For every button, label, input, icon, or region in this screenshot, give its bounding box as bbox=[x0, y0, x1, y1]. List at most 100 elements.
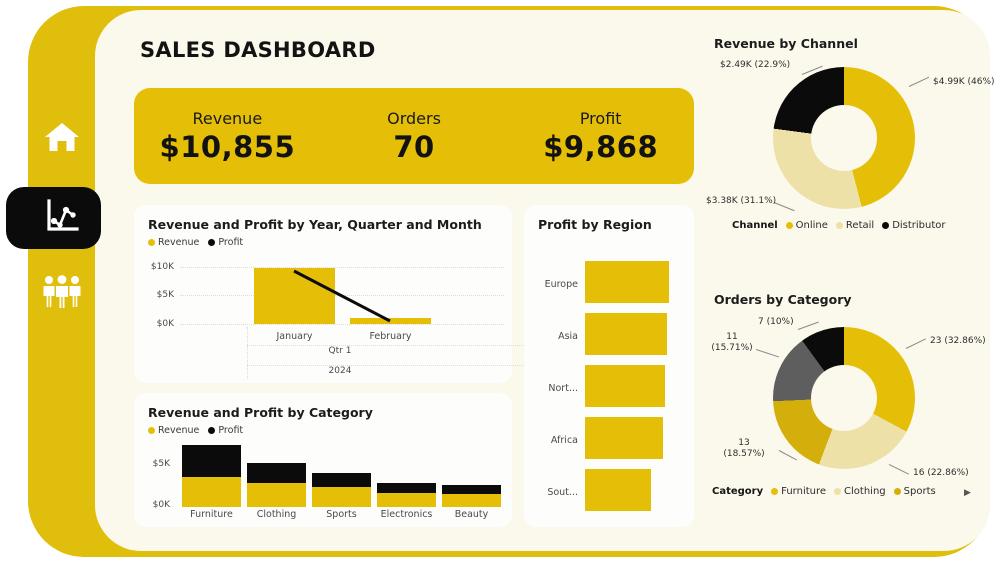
sidebar-item-analytics[interactable] bbox=[6, 187, 101, 249]
legend-swatch-sports bbox=[893, 488, 901, 495]
bar-sports[interactable] bbox=[312, 473, 371, 507]
bar-electronics[interactable] bbox=[377, 483, 436, 507]
region-label-north: Nort... bbox=[548, 383, 578, 394]
sidebar bbox=[6, 0, 101, 563]
legend-item-distributor[interactable]: Distributor bbox=[882, 220, 946, 231]
page-title: SALES DASHBOARD bbox=[140, 38, 376, 62]
donut-legend: Category Furniture Clothing Sports bbox=[712, 486, 936, 497]
xlabel-clothing: Clothing bbox=[256, 509, 297, 520]
legend-item-sports[interactable]: Sports bbox=[893, 486, 936, 497]
legend-item-profit[interactable]: Profit bbox=[208, 425, 243, 436]
legend-swatch-profit bbox=[208, 239, 216, 246]
legend-label-retail: Retail bbox=[845, 220, 875, 231]
bar-segment-revenue bbox=[247, 483, 306, 507]
gridline bbox=[180, 324, 504, 325]
legend-item-online[interactable]: Online bbox=[785, 220, 828, 231]
donut-label-online: $4.99K (46%) bbox=[933, 77, 995, 87]
ytick-0k: $0K bbox=[152, 500, 170, 510]
leader-line bbox=[778, 450, 797, 461]
legend-item-revenue[interactable]: Revenue bbox=[148, 425, 199, 436]
card-profit-by-region[interactable]: Profit by Region Europe Asia Nort... Afr… bbox=[524, 205, 694, 527]
xlabel-electronics: Electronics bbox=[380, 509, 433, 520]
xlabel-furniture: Furniture bbox=[190, 509, 233, 520]
axis-group-quarter: Qtr 1 bbox=[328, 346, 352, 356]
kpi-profit: Profit $9,868 bbox=[507, 88, 694, 184]
chart-icon bbox=[44, 198, 80, 238]
legend-swatch-online bbox=[785, 222, 793, 229]
bar-segment-profit bbox=[247, 463, 306, 483]
bar-europe[interactable] bbox=[585, 261, 669, 303]
donut-label-beauty: 7 (10%) bbox=[758, 317, 794, 327]
legend-item-clothing[interactable]: Clothing bbox=[834, 486, 886, 497]
leader-line bbox=[888, 464, 909, 475]
bar-clothing[interactable] bbox=[247, 463, 306, 507]
donut-label-sports: 13 (18.57%) bbox=[723, 438, 765, 460]
card-revenue-profit-by-category[interactable]: Revenue and Profit by Category Revenue P… bbox=[134, 393, 512, 527]
leader-line bbox=[905, 338, 926, 349]
ytick-5k: $5K bbox=[152, 459, 170, 469]
ytick-5k: $5K bbox=[156, 290, 174, 300]
bar-africa[interactable] bbox=[585, 417, 663, 459]
legend-item-profit[interactable]: Profit bbox=[208, 237, 243, 248]
card-revenue-profit-by-month[interactable]: Revenue and Profit by Year, Quarter and … bbox=[134, 205, 546, 383]
bar-furniture[interactable] bbox=[182, 445, 241, 507]
kpi-orders-value: 70 bbox=[393, 129, 435, 164]
legend-swatch-furniture bbox=[771, 488, 779, 495]
donut-hole bbox=[811, 365, 877, 431]
bar-segment-revenue bbox=[182, 477, 241, 507]
donut-label-furniture: 23 (32.86%) bbox=[930, 336, 986, 346]
legend-swatch-profit bbox=[208, 427, 216, 434]
legend-item-revenue[interactable]: Revenue bbox=[148, 237, 199, 248]
donut-label-retail: $3.38K (31.1%) bbox=[706, 196, 777, 206]
donut-hole bbox=[811, 105, 877, 171]
legend-swatch-retail bbox=[835, 222, 843, 229]
leader-line bbox=[773, 202, 795, 212]
bar-segment-profit bbox=[442, 485, 501, 494]
bar-segment-profit bbox=[312, 473, 371, 487]
axis-separator bbox=[247, 327, 248, 379]
bar-beauty[interactable] bbox=[442, 485, 501, 507]
bar-segment-revenue bbox=[312, 487, 371, 507]
bar-segment-revenue bbox=[377, 493, 436, 507]
sidebar-item-home[interactable] bbox=[28, 108, 96, 170]
bar-january[interactable] bbox=[254, 268, 335, 324]
region-label-south: Sout... bbox=[547, 487, 578, 498]
card-title: Revenue and Profit by Year, Quarter and … bbox=[148, 217, 482, 232]
legend-label-revenue: Revenue bbox=[158, 425, 200, 436]
kpi-banner: Revenue $10,855 Orders 70 Profit $9,868 bbox=[134, 88, 694, 184]
card-orders-by-category[interactable]: Orders by Category 23 (32.86%) 16 (22.86… bbox=[706, 282, 986, 527]
legend-item-retail[interactable]: Retail bbox=[835, 220, 875, 231]
people-icon bbox=[41, 274, 83, 312]
card-title: Orders by Category bbox=[714, 292, 852, 307]
legend-title: Channel bbox=[732, 220, 778, 231]
home-icon bbox=[43, 120, 81, 158]
ytick-0k: $0K bbox=[156, 319, 174, 329]
ytick-10k: $10K bbox=[150, 262, 174, 272]
bar-asia[interactable] bbox=[585, 313, 667, 355]
donut-legend: Channel Online Retail Distributor bbox=[732, 220, 946, 231]
card-revenue-by-channel[interactable]: Revenue by Channel $4.99K (46%) $3.38K (… bbox=[706, 26, 995, 262]
legend-label-distributor: Distributor bbox=[892, 220, 946, 231]
bar-february[interactable] bbox=[350, 318, 431, 324]
kpi-orders-label: Orders bbox=[387, 108, 441, 128]
gridline bbox=[180, 267, 504, 268]
plot-area: $10K $5K $0K January February Qtr 1 2024 bbox=[134, 205, 546, 383]
kpi-revenue: Revenue $10,855 bbox=[134, 88, 321, 184]
axis-separator bbox=[247, 365, 546, 366]
legend-label-sports: Sports bbox=[903, 486, 936, 497]
leader-line bbox=[797, 321, 819, 330]
bar-segment-profit bbox=[182, 445, 241, 477]
bar-north-america[interactable] bbox=[585, 365, 665, 407]
legend-item-furniture[interactable]: Furniture bbox=[771, 486, 826, 497]
leader-line bbox=[755, 349, 779, 358]
xlabel-january: January bbox=[276, 331, 313, 342]
card-title: Revenue by Channel bbox=[714, 36, 858, 51]
bar-south-america[interactable] bbox=[585, 469, 651, 511]
legend-next-arrow[interactable]: ▶ bbox=[964, 488, 971, 498]
xlabel-february: February bbox=[369, 331, 412, 342]
legend-label-profit: Profit bbox=[218, 425, 244, 436]
legend-swatch-distributor bbox=[882, 222, 890, 229]
leader-line bbox=[908, 76, 930, 87]
region-label-europe: Europe bbox=[544, 279, 578, 290]
sidebar-item-customers[interactable] bbox=[28, 262, 96, 324]
